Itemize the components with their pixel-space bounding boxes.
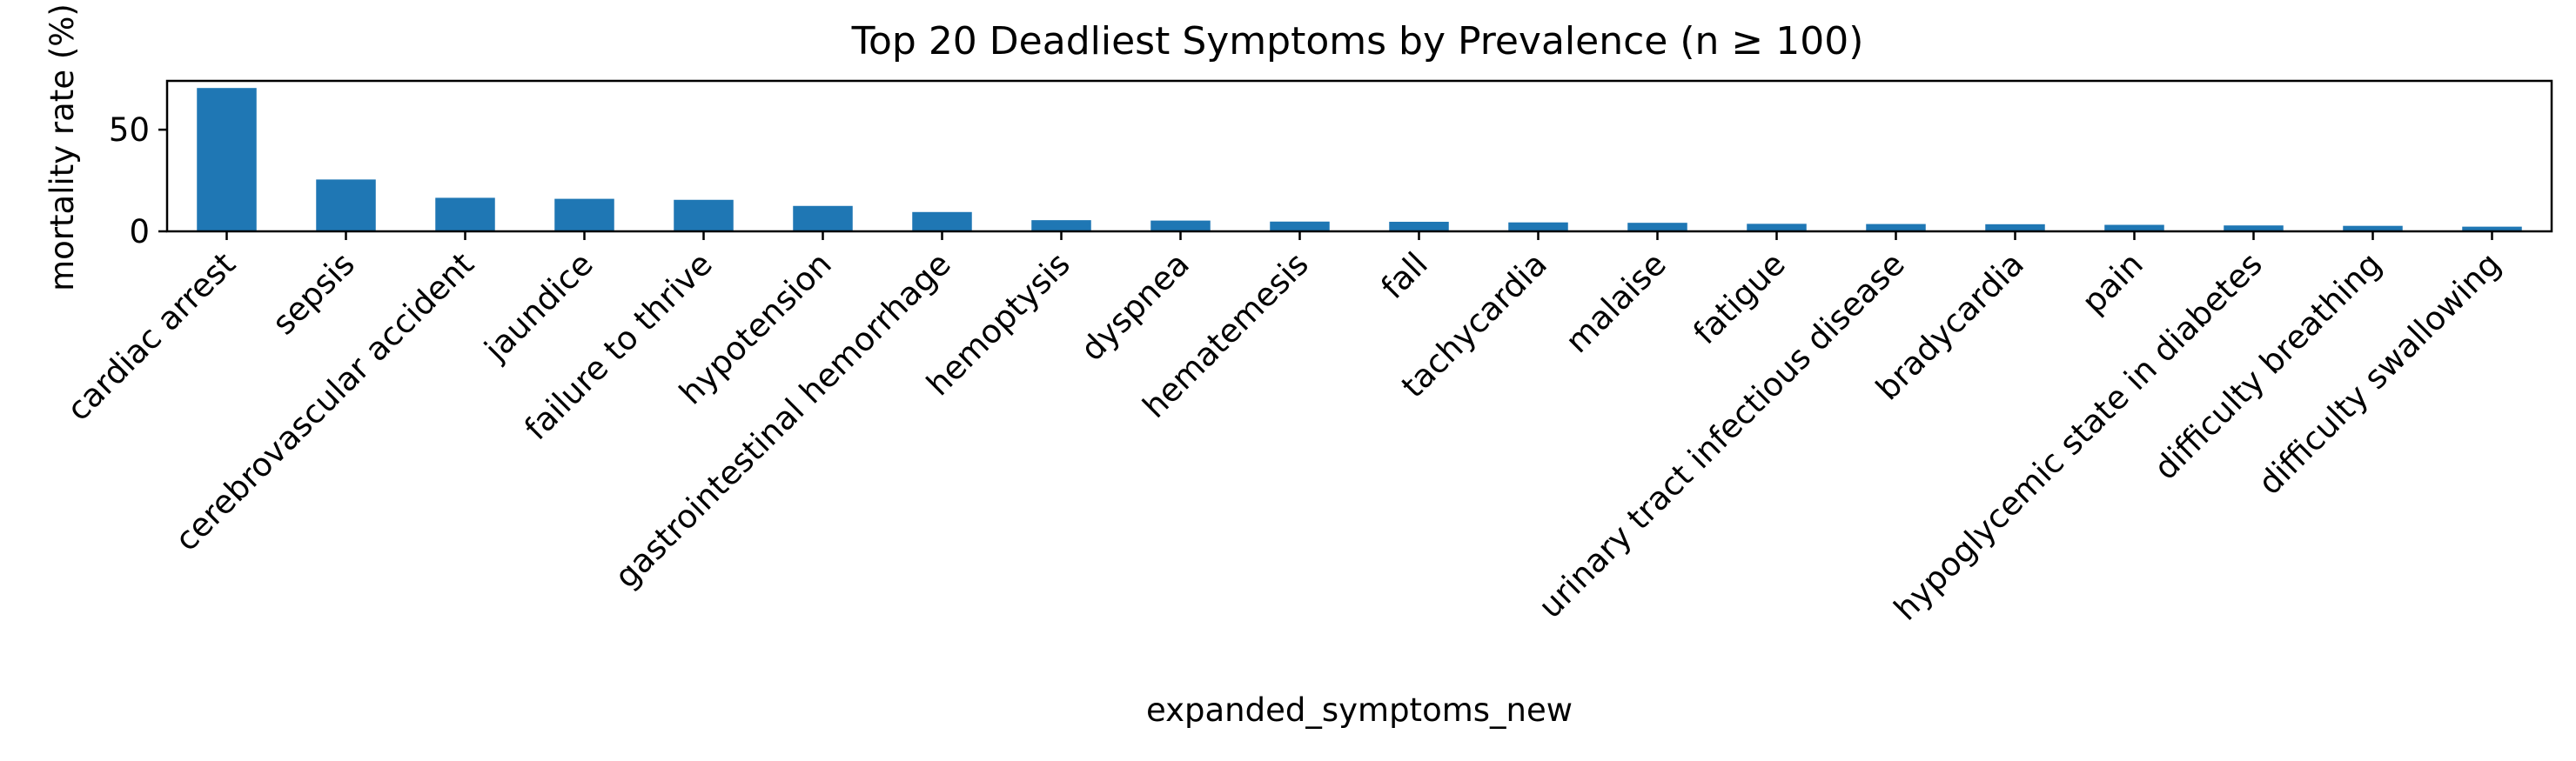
- bar-bradycardia: [1985, 224, 2045, 231]
- bar-pain: [2104, 224, 2164, 231]
- bar-sepsis: [316, 179, 376, 231]
- bar-difficulty-swallowing: [2462, 226, 2522, 231]
- chart-title: Top 20 Deadliest Symptoms by Prevalence …: [851, 19, 1864, 63]
- bars-layer: [197, 88, 2522, 231]
- x-tick-label: difficulty breathing: [2147, 245, 2389, 487]
- bar-failure-to-thrive: [674, 199, 734, 231]
- bar-urinary-tract-infectious-disease: [1866, 224, 1926, 231]
- y-axis: 0 50: [109, 111, 167, 250]
- x-axis-label: expanded_symptoms_new: [1146, 691, 1573, 729]
- bar-cardiac-arrest: [197, 88, 257, 231]
- x-tick-label: sepsis: [265, 245, 362, 342]
- bar-hypotension: [793, 205, 853, 231]
- bar-difficulty-breathing: [2343, 225, 2403, 231]
- y-axis-label: mortality rate (%): [44, 3, 81, 291]
- x-tick-label: difficulty swallowing: [2251, 245, 2508, 502]
- x-tick-label: fall: [1374, 245, 1435, 306]
- bar-hemoptysis: [1031, 220, 1091, 231]
- y-tick-label: 0: [129, 213, 150, 250]
- bar-gastrointestinal-hemorrhage: [912, 211, 972, 231]
- bar-tachycardia: [1508, 222, 1568, 231]
- x-tick-label: malaise: [1559, 245, 1674, 360]
- bar-fall: [1389, 222, 1449, 231]
- bar-jaundice: [554, 198, 614, 231]
- bar-malaise: [1627, 223, 1687, 231]
- y-tick-label: 50: [109, 111, 150, 149]
- x-tick-label: jaundice: [477, 245, 600, 369]
- x-tick-label: cardiac arrest: [60, 245, 243, 428]
- bar-fatigue: [1747, 224, 1807, 231]
- bar-hematemesis: [1270, 221, 1330, 231]
- plot-frame: [165, 79, 2553, 233]
- x-tick-label: fatigue: [1686, 245, 1792, 351]
- bar-hypoglycemic-state-in-diabetes: [2224, 225, 2284, 231]
- bar-cerebrovascular-accident: [435, 197, 495, 231]
- x-tick-label: dyspnea: [1073, 245, 1196, 368]
- x-tick-label: pain: [2075, 245, 2150, 321]
- bar-dyspnea: [1150, 220, 1211, 231]
